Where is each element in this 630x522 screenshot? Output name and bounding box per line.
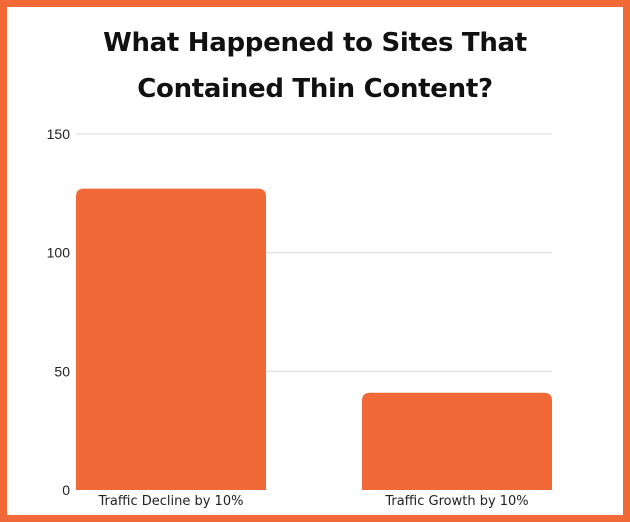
y-tick-label: 100 <box>47 245 71 261</box>
x-axis-category-labels: Traffic Decline by 10% Traffic Growth by … <box>98 494 529 509</box>
bar-1 <box>76 188 266 490</box>
category-label: Traffic Growth by 10% <box>384 494 528 509</box>
bar-2 <box>362 392 552 490</box>
y-tick-label: 50 <box>54 363 70 379</box>
y-axis-tick-labels: 0 50 100 150 <box>47 126 71 498</box>
chart-title: What Happened to Sites That Contained Th… <box>0 20 630 112</box>
bars <box>76 188 552 490</box>
y-tick-label: 150 <box>47 126 71 142</box>
category-label: Traffic Decline by 10% <box>98 494 244 509</box>
y-tick-label: 0 <box>62 482 70 498</box>
chart-title-line-1: What Happened to Sites That <box>103 28 527 58</box>
chart-title-line-2: Contained Thin Content? <box>137 74 493 104</box>
